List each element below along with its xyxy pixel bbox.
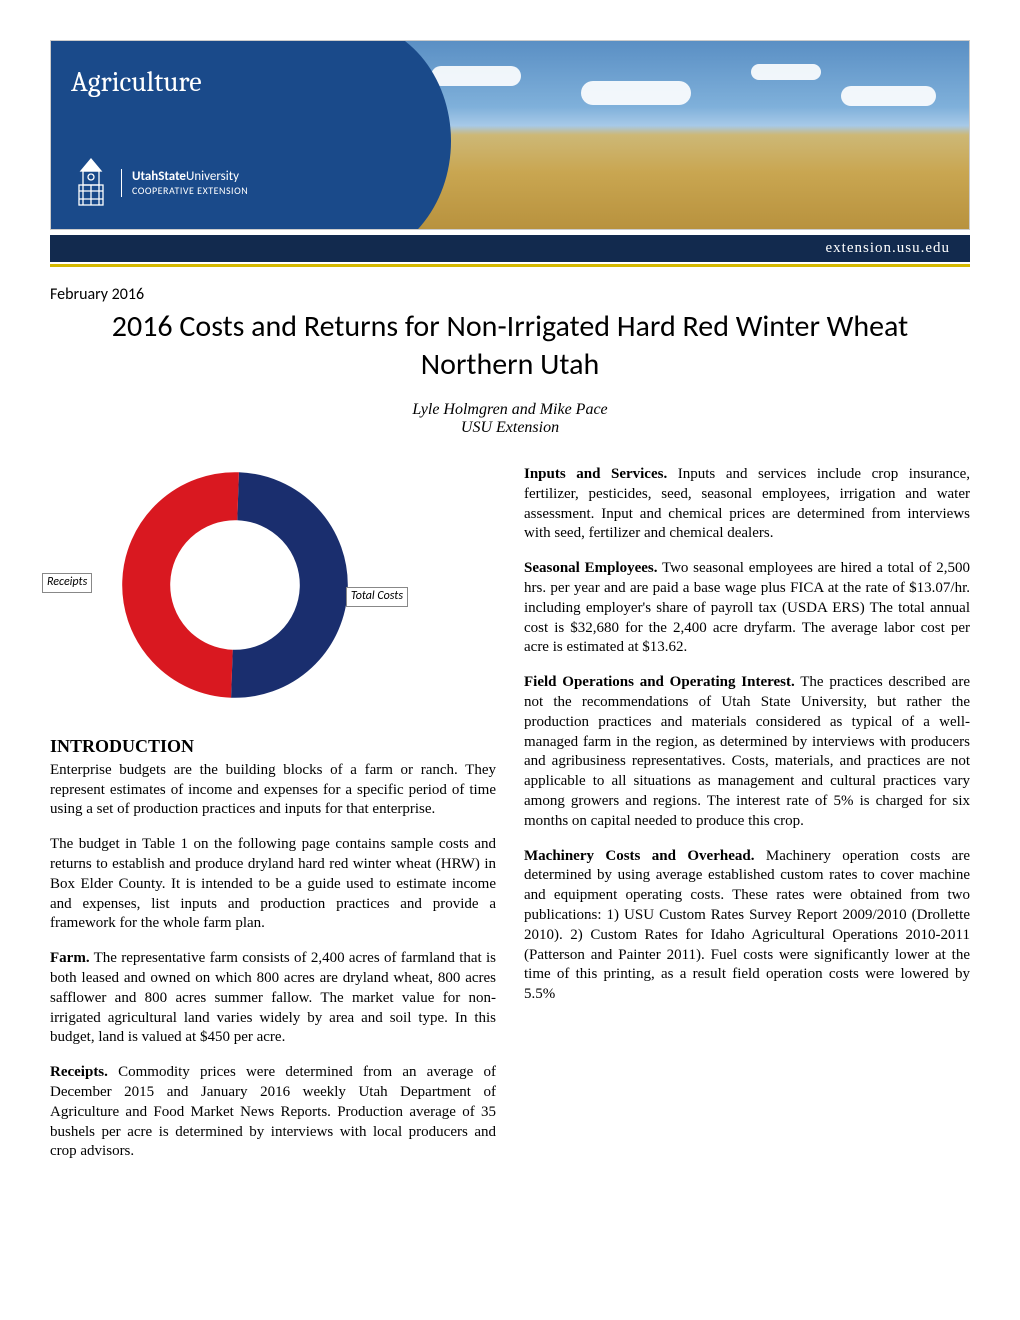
intro-heading: INTRODUCTION <box>50 735 496 759</box>
donut-chart: Receipts Total Costs <box>50 465 420 715</box>
logo-block: UtahStateUniversity COOPERATIVE EXTENSIO… <box>71 157 311 209</box>
farm-text: The representative farm consists of 2,40… <box>50 950 496 1045</box>
banner-clouds <box>401 56 889 116</box>
fieldops-paragraph: Field Operations and Operating Interest.… <box>524 673 970 831</box>
intro-paragraph-2: The budget in Table 1 on the following p… <box>50 835 496 934</box>
logo-text: UtahStateUniversity COOPERATIVE EXTENSIO… <box>121 169 248 197</box>
document-org: USU Extension <box>50 419 970 437</box>
chart-label-receipts: Receipts <box>42 573 92 593</box>
inputs-lead: Inputs and Services. <box>524 466 667 482</box>
machinery-text: Machinery operation costs are determined… <box>524 848 970 1003</box>
banner-footer-url: extension.usu.edu <box>50 235 970 262</box>
logo-uni-bold: UtahState <box>132 169 186 184</box>
machinery-paragraph: Machinery Costs and Overhead. Machinery … <box>524 847 970 1005</box>
receipts-lead: Receipts. <box>50 1064 108 1080</box>
intro-paragraph-1: Enterprise budgets are the building bloc… <box>50 761 496 820</box>
accent-line <box>50 264 970 267</box>
banner-left-panel: Agriculture UtahStateUniversity COOPERAT… <box>51 41 331 229</box>
right-column: Inputs and Services. Inputs and services… <box>524 465 970 1177</box>
logo-uni-light: University <box>186 169 239 184</box>
banner-title: Agriculture <box>71 66 311 98</box>
left-column: Receipts Total Costs INTRODUCTION Enterp… <box>50 465 496 1177</box>
receipts-text: Commodity prices were determined from an… <box>50 1064 496 1159</box>
receipts-paragraph: Receipts. Commodity prices were determin… <box>50 1063 496 1162</box>
donut-svg <box>115 465 355 705</box>
chart-label-totalcosts: Total Costs <box>346 587 408 607</box>
document-title: 2016 Costs and Returns for Non-Irrigated… <box>80 308 940 383</box>
seasonal-paragraph: Seasonal Employees. Two seasonal employe… <box>524 559 970 658</box>
document-authors: Lyle Holmgren and Mike Pace <box>50 401 970 419</box>
logo-ext: COOPERATIVE EXTENSION <box>132 185 248 197</box>
farm-paragraph: Farm. The representative farm consists o… <box>50 949 496 1048</box>
fieldops-lead: Field Operations and Operating Interest. <box>524 674 795 690</box>
farm-lead: Farm. <box>50 950 90 966</box>
two-column-body: Receipts Total Costs INTRODUCTION Enterp… <box>50 465 970 1177</box>
old-main-tower-icon <box>71 157 111 209</box>
header-banner: Agriculture UtahStateUniversity COOPERAT… <box>50 40 970 230</box>
machinery-lead: Machinery Costs and Overhead. <box>524 848 754 864</box>
seasonal-lead: Seasonal Employees. <box>524 560 658 576</box>
fieldops-text: The practices described are not the reco… <box>524 674 970 829</box>
document-date: February 2016 <box>50 285 970 304</box>
inputs-paragraph: Inputs and Services. Inputs and services… <box>524 465 970 544</box>
